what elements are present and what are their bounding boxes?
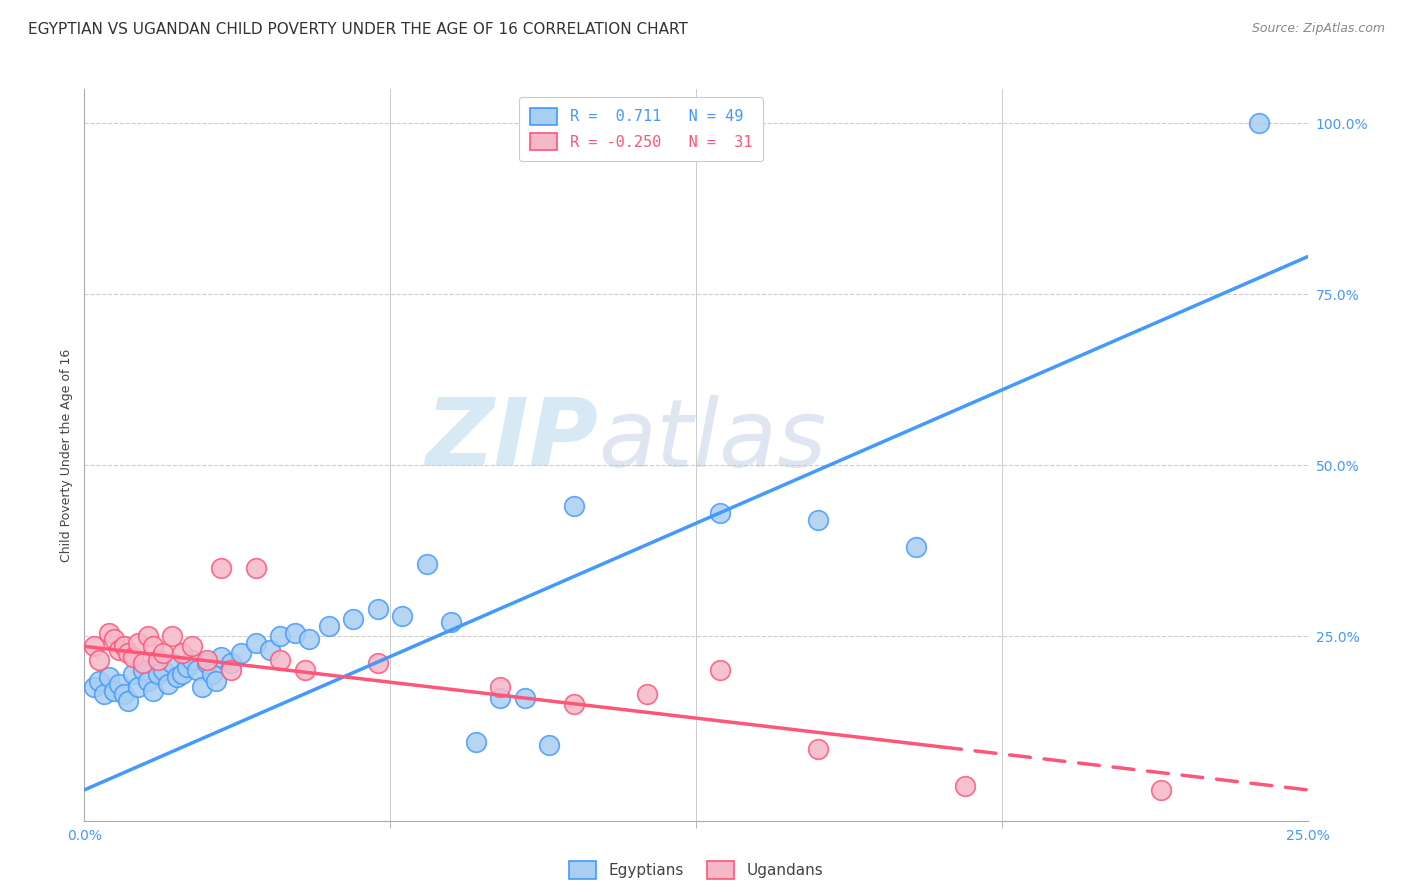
Point <box>513 690 536 705</box>
Point <box>132 663 155 677</box>
Point <box>122 666 145 681</box>
Point <box>93 687 115 701</box>
Point <box>200 666 222 681</box>
Point <box>87 653 110 667</box>
Point <box>709 506 731 520</box>
Point <box>122 649 145 664</box>
Point <box>162 629 184 643</box>
Point <box>464 735 486 749</box>
Point <box>146 666 169 681</box>
Point <box>195 653 218 667</box>
Text: ZIP: ZIP <box>425 394 598 486</box>
Point <box>209 649 232 664</box>
Point <box>538 739 561 753</box>
Point <box>112 640 135 654</box>
Point <box>245 560 267 574</box>
Point <box>152 663 174 677</box>
Point <box>294 663 316 677</box>
Point <box>440 615 463 630</box>
Point <box>117 646 139 660</box>
Point <box>807 742 830 756</box>
Point <box>229 646 252 660</box>
Point <box>103 632 125 647</box>
Point <box>709 663 731 677</box>
Point <box>391 608 413 623</box>
Point <box>152 646 174 660</box>
Point <box>807 513 830 527</box>
Point <box>112 687 135 701</box>
Legend: Egyptians, Ugandans: Egyptians, Ugandans <box>561 854 831 886</box>
Text: Source: ZipAtlas.com: Source: ZipAtlas.com <box>1251 22 1385 36</box>
Point <box>416 558 439 572</box>
Point <box>127 681 149 695</box>
Point <box>107 677 129 691</box>
Point <box>367 601 389 615</box>
Point <box>269 653 291 667</box>
Point <box>166 670 188 684</box>
Point <box>1150 783 1173 797</box>
Point <box>142 683 165 698</box>
Point <box>176 660 198 674</box>
Point <box>284 625 307 640</box>
Point <box>156 677 179 691</box>
Y-axis label: Child Poverty Under the Age of 16: Child Poverty Under the Age of 16 <box>60 348 73 562</box>
Point <box>489 681 512 695</box>
Point <box>136 673 159 688</box>
Point <box>636 687 658 701</box>
Point <box>195 657 218 671</box>
Point <box>318 619 340 633</box>
Point <box>186 663 208 677</box>
Point <box>136 629 159 643</box>
Point <box>172 666 194 681</box>
Point <box>269 629 291 643</box>
Point <box>132 657 155 671</box>
Point <box>219 657 242 671</box>
Point <box>107 642 129 657</box>
Point <box>219 663 242 677</box>
Point <box>562 698 585 712</box>
Point <box>97 625 120 640</box>
Point <box>181 640 204 654</box>
Point <box>83 640 105 654</box>
Point <box>146 653 169 667</box>
Point <box>953 780 976 794</box>
Point <box>209 560 232 574</box>
Point <box>562 499 585 513</box>
Point <box>367 657 389 671</box>
Point <box>205 673 228 688</box>
Point <box>172 646 194 660</box>
Point <box>103 683 125 698</box>
Point <box>489 690 512 705</box>
Point <box>259 642 281 657</box>
Text: EGYPTIAN VS UGANDAN CHILD POVERTY UNDER THE AGE OF 16 CORRELATION CHART: EGYPTIAN VS UGANDAN CHILD POVERTY UNDER … <box>28 22 688 37</box>
Text: atlas: atlas <box>598 395 827 486</box>
Point <box>127 636 149 650</box>
Point <box>298 632 321 647</box>
Point <box>87 673 110 688</box>
Point <box>181 653 204 667</box>
Point <box>191 681 214 695</box>
Point <box>83 681 105 695</box>
Point <box>162 657 184 671</box>
Point <box>905 540 928 554</box>
Point <box>142 640 165 654</box>
Point <box>1247 116 1270 130</box>
Point <box>342 612 364 626</box>
Point <box>245 636 267 650</box>
Point <box>117 694 139 708</box>
Point <box>97 670 120 684</box>
